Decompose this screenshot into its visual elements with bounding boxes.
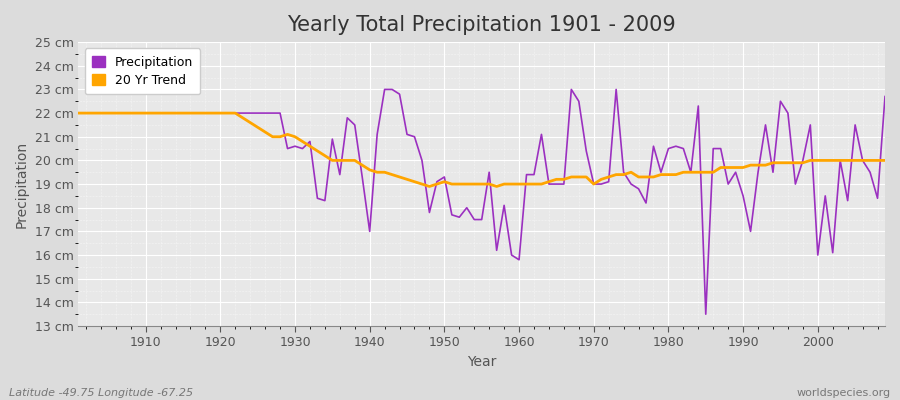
X-axis label: Year: Year	[467, 355, 497, 369]
Y-axis label: Precipitation: Precipitation	[15, 140, 29, 228]
Text: Latitude -49.75 Longitude -67.25: Latitude -49.75 Longitude -67.25	[9, 388, 194, 398]
Text: worldspecies.org: worldspecies.org	[796, 388, 891, 398]
Legend: Precipitation, 20 Yr Trend: Precipitation, 20 Yr Trend	[85, 48, 201, 94]
Title: Yearly Total Precipitation 1901 - 2009: Yearly Total Precipitation 1901 - 2009	[287, 15, 676, 35]
